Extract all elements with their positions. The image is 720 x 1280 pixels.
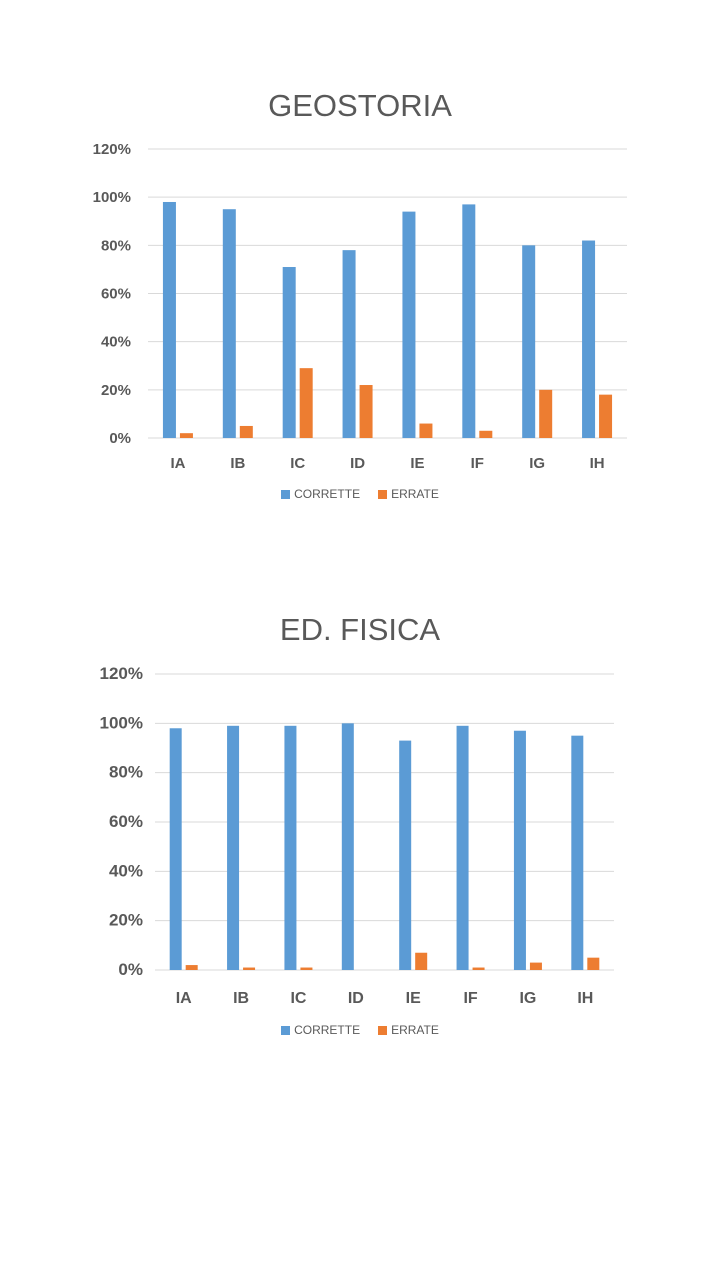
- legend-item-corrette: CORRETTE: [281, 487, 360, 501]
- y-tick-label: 100%: [100, 713, 143, 732]
- x-tick-label: IC: [290, 990, 306, 1007]
- geostoria-plot: 0% 20% 40% 60% 80% 100% 120% IA IB IC ID IE IF IG IH: [93, 141, 627, 472]
- x-tick-label: IB: [230, 455, 245, 472]
- bar-errate-id: [359, 385, 373, 438]
- legend: CORRETTE ERRATE: [0, 1023, 720, 1037]
- bar-corrette-ig: [513, 730, 526, 970]
- bar-corrette-ih: [582, 240, 596, 438]
- x-tick-label: IF: [463, 990, 477, 1007]
- x-tick-label: IE: [410, 455, 424, 472]
- y-tick-label: 0%: [118, 960, 143, 979]
- y-tick-label: 120%: [93, 141, 131, 158]
- chart-title: GEOSTORIA: [268, 88, 452, 123]
- bar-errate-ie: [419, 423, 433, 438]
- bar-errate-ie: [415, 952, 428, 970]
- x-tick-label: IA: [170, 455, 185, 472]
- bar-corrette-id: [342, 250, 356, 438]
- chart-title: ED. FISICA: [279, 612, 441, 647]
- bar-errate-ih: [599, 394, 613, 438]
- x-tick-label: ID: [348, 990, 364, 1007]
- legend-swatch-errate: [378, 1025, 388, 1035]
- legend-label-corrette: CORRETTE: [294, 487, 361, 501]
- bar-corrette-ib: [222, 209, 236, 438]
- y-tick-label: 80%: [109, 763, 143, 782]
- x-tick-label: IH: [590, 455, 605, 472]
- bar-errate-ib: [239, 425, 253, 438]
- legend-swatch-corrette: [281, 489, 291, 499]
- bar-errate-ic: [299, 368, 313, 438]
- bar-errate-if: [479, 430, 493, 438]
- y-tick-label: 80%: [101, 237, 131, 254]
- legend-item-errate: ERRATE: [378, 487, 439, 501]
- x-tick-label: IG: [529, 455, 545, 472]
- y-tick-label: 40%: [101, 334, 131, 351]
- bar-errate-ig: [529, 962, 542, 970]
- bar-errate-ig: [539, 389, 553, 438]
- bar-errate-ia: [185, 965, 198, 970]
- x-tick-label: IH: [577, 990, 593, 1007]
- legend: CORRETTE ERRATE: [0, 487, 720, 501]
- bar-corrette-ia: [169, 728, 182, 970]
- bar-corrette-id: [341, 723, 354, 970]
- bar-errate-ib: [243, 967, 256, 970]
- y-tick-label: 40%: [109, 861, 143, 880]
- bar-corrette-ib: [227, 725, 240, 970]
- bar-errate-ih: [587, 957, 600, 970]
- legend-swatch-corrette: [281, 1025, 291, 1035]
- bar-corrette-ig: [522, 245, 536, 438]
- legend-swatch-errate: [378, 489, 388, 499]
- bar-corrette-ie: [402, 211, 416, 438]
- bar-corrette-if: [456, 725, 469, 970]
- x-tick-label: ID: [350, 455, 365, 472]
- bar-corrette-ic: [284, 725, 297, 970]
- y-tick-label: 60%: [109, 812, 143, 831]
- geostoria-chart: GEOSTORIA 0% 20% 40% 60% 80% 100% 120% IA IB IC ID…: [0, 80, 720, 520]
- legend-item-errate: ERRATE: [378, 1023, 439, 1037]
- legend-label-errate: ERRATE: [391, 487, 439, 501]
- x-tick-label: IB: [233, 990, 249, 1007]
- x-tick-label: IF: [471, 455, 484, 472]
- y-tick-label: 60%: [101, 286, 131, 303]
- x-tick-label: IC: [290, 455, 305, 472]
- x-tick-label: IE: [406, 990, 421, 1007]
- y-tick-label: 20%: [109, 911, 143, 930]
- legend-item-corrette: CORRETTE: [281, 1023, 360, 1037]
- bar-errate-ia: [179, 433, 193, 438]
- y-tick-label: 0%: [109, 430, 131, 447]
- y-tick-label: 20%: [101, 382, 131, 399]
- bar-corrette-ie: [399, 740, 412, 970]
- ed-fisica-chart: ED. FISICA 0% 20% 40% 60% 80% 100% 120% IA IB IC I…: [0, 600, 720, 1060]
- y-tick-label: 120%: [100, 664, 143, 683]
- bar-corrette-if: [462, 204, 476, 438]
- bar-corrette-ic: [282, 267, 296, 438]
- legend-label-errate: ERRATE: [391, 1023, 439, 1037]
- legend-label-corrette: CORRETTE: [294, 1023, 361, 1037]
- x-tick-label: IG: [519, 990, 536, 1007]
- bar-corrette-ih: [571, 735, 584, 970]
- bar-errate-ic: [300, 967, 313, 970]
- bar-errate-if: [472, 967, 485, 970]
- ed-fisica-plot: 0% 20% 40% 60% 80% 100% 120% IA IB IC ID IE IF IG IH: [100, 664, 614, 1007]
- y-tick-label: 100%: [93, 189, 131, 206]
- x-tick-label: IA: [176, 990, 192, 1007]
- bar-corrette-ia: [162, 201, 176, 438]
